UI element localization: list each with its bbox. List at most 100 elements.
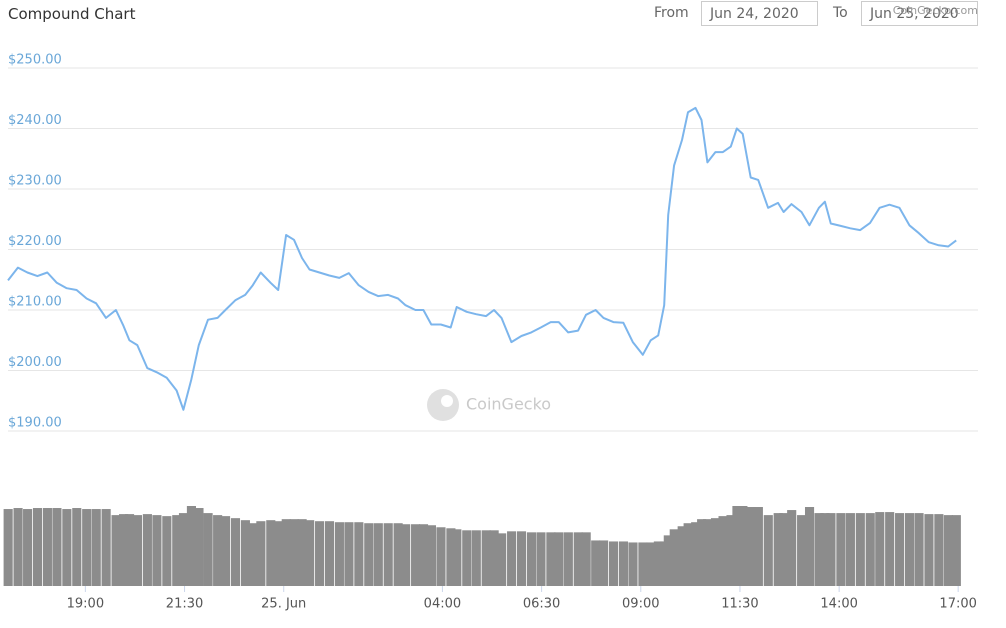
volume-bar	[608, 541, 619, 586]
volume-bar	[248, 523, 258, 586]
volume-bar	[943, 515, 953, 586]
volume-bar	[591, 540, 601, 586]
volume-bar	[178, 513, 189, 586]
volume-bar	[436, 527, 446, 586]
volume-bar	[411, 524, 421, 586]
volume-bar	[845, 513, 855, 586]
volume-bar	[281, 519, 291, 586]
volume-bar	[266, 520, 276, 586]
volume-bar	[297, 519, 307, 586]
y-tick-label: $190.00	[8, 416, 62, 431]
volume-bar	[646, 542, 656, 586]
volume-bar	[804, 507, 815, 586]
volume-bar	[628, 542, 638, 586]
volume-bar	[426, 525, 437, 586]
volume-bar	[753, 507, 763, 586]
volume-bar	[240, 520, 250, 586]
volume-bar	[52, 508, 62, 586]
volume-bar	[738, 506, 748, 586]
volume-bar	[364, 523, 374, 586]
watermark-logo	[427, 389, 459, 421]
volume-bar	[697, 519, 707, 586]
x-tick-label: 25. Jun	[261, 597, 306, 612]
volume-bar	[703, 519, 713, 586]
x-tick-label: 14:00	[820, 597, 857, 612]
volume-bar	[194, 508, 204, 586]
volume-bar	[563, 532, 573, 586]
volume-bar	[663, 535, 673, 586]
volume-bar	[446, 528, 456, 586]
volume-bar	[72, 508, 82, 586]
volume-bar	[324, 521, 335, 586]
volume-bar	[172, 515, 182, 586]
volume-bar	[536, 532, 546, 586]
volume-bar	[669, 529, 679, 586]
from-label: From	[654, 5, 689, 21]
x-tick-label: 11:30	[721, 597, 758, 612]
volume-bar	[855, 513, 865, 586]
to-date-input[interactable]: Jun 25, 2020	[861, 1, 978, 26]
volume-bar	[638, 542, 648, 586]
volume-bar	[875, 512, 885, 586]
chart-title: Compound Chart	[8, 5, 136, 23]
volume-bar	[42, 508, 52, 586]
volume-bar	[119, 514, 129, 586]
volume-bar	[683, 523, 693, 586]
x-tick-label: 04:00	[424, 597, 461, 612]
x-tick-label: 17:00	[939, 597, 976, 612]
volume-bar	[718, 516, 728, 586]
x-tick-label: 06:30	[523, 597, 560, 612]
volume-bar	[344, 522, 354, 586]
volume-bar	[220, 516, 231, 586]
watermark: CoinGecko	[427, 389, 551, 421]
volume-bar	[289, 519, 299, 586]
volume-bar	[32, 508, 43, 586]
y-tick-label: $200.00	[8, 355, 62, 370]
x-tick-label: 21:30	[166, 597, 203, 612]
volume-bar	[691, 522, 701, 586]
y-tick-label: $250.00	[8, 53, 62, 68]
volume-bar	[826, 513, 836, 586]
volume-bar	[904, 513, 915, 586]
volume-bar	[13, 508, 23, 586]
volume-bar	[914, 513, 924, 586]
volume-bar	[471, 530, 481, 586]
volume-bar	[481, 530, 491, 586]
volume-bar	[142, 514, 152, 586]
from-date-input[interactable]: Jun 24, 2020	[701, 1, 818, 26]
volume-bar	[618, 541, 629, 586]
credit: CoinGecko.com	[892, 4, 978, 17]
volume-bar	[507, 531, 517, 586]
volume-bar	[934, 514, 944, 586]
volume-bar	[497, 533, 507, 586]
volume-bar	[732, 506, 742, 586]
volume-bar	[581, 532, 591, 586]
volume-bar	[526, 532, 536, 586]
volume-bar	[101, 509, 111, 586]
volume-bar	[554, 532, 564, 586]
to-label: To	[833, 5, 848, 21]
x-tick-label: 09:00	[622, 597, 659, 612]
volume-bar	[373, 523, 383, 586]
volume-bar	[763, 515, 773, 586]
volume-bar	[797, 515, 807, 586]
volume-bar	[203, 513, 213, 586]
volume-bar	[814, 513, 824, 586]
volume-bar	[3, 509, 13, 586]
volume-bar	[951, 515, 961, 586]
volume-bar	[726, 515, 736, 586]
volume-bar	[334, 522, 344, 586]
watermark-logo-eye	[441, 395, 453, 407]
volume-bar	[186, 506, 196, 586]
price-line	[7, 106, 957, 411]
volume-bar	[305, 520, 315, 586]
volume-bar	[865, 513, 875, 586]
volume-bar	[354, 522, 364, 586]
volume-bar	[383, 523, 393, 586]
volume-bar	[273, 521, 283, 586]
volume-bar	[230, 518, 241, 586]
y-tick-label: $240.00	[8, 113, 62, 128]
volume-bar	[256, 521, 266, 586]
